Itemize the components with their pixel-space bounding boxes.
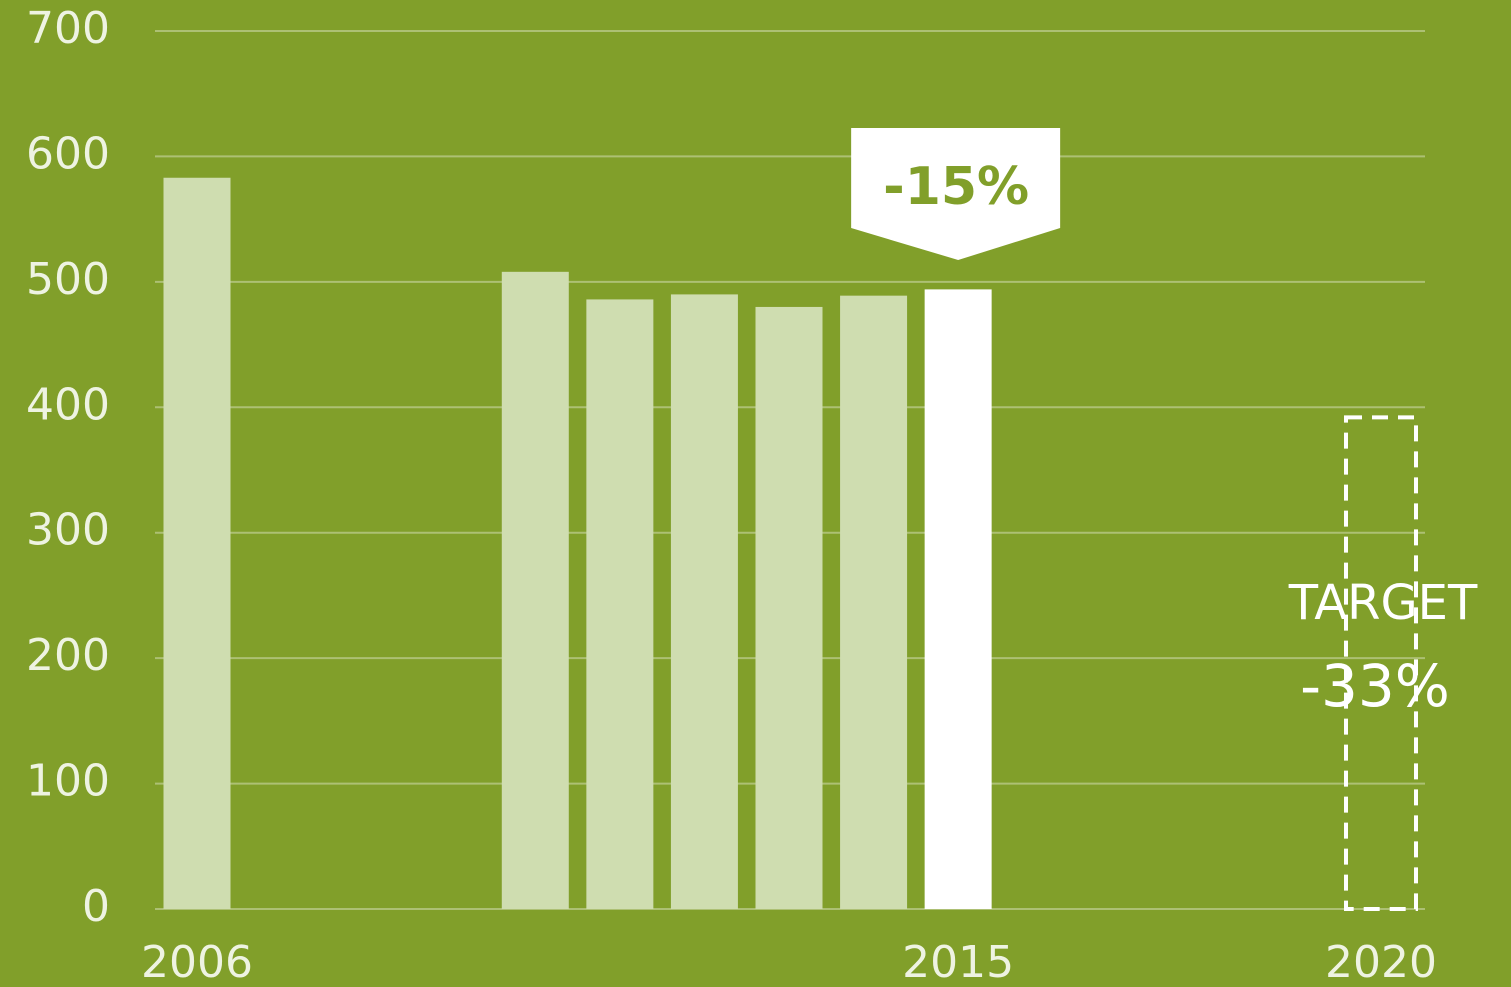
x-tick-label: 2020	[1325, 937, 1437, 987]
y-tick-label: 0	[82, 881, 110, 932]
y-tick-label: 700	[26, 3, 110, 54]
target-bar	[1344, 415, 1418, 911]
y-tick-label: 300	[26, 505, 110, 556]
x-tick-label: 2006	[141, 937, 253, 987]
callout-label: -15%	[883, 157, 1029, 217]
target-label: TARGET	[1288, 575, 1478, 631]
target-value: -33%	[1300, 652, 1450, 720]
y-tick-label: 600	[26, 128, 110, 179]
y-tick-label: 200	[26, 630, 110, 681]
y-tick-label: 100	[26, 756, 110, 807]
bar	[163, 177, 231, 909]
y-tick-label: 400	[26, 379, 110, 430]
callout-box	[851, 128, 1061, 260]
bar	[755, 306, 823, 909]
y-tick-label: 500	[26, 254, 110, 305]
bar	[501, 271, 569, 909]
x-tick-label: 2015	[902, 937, 1014, 987]
bar	[586, 299, 654, 910]
bar	[924, 289, 992, 910]
bar	[840, 295, 908, 909]
bar	[670, 294, 738, 909]
